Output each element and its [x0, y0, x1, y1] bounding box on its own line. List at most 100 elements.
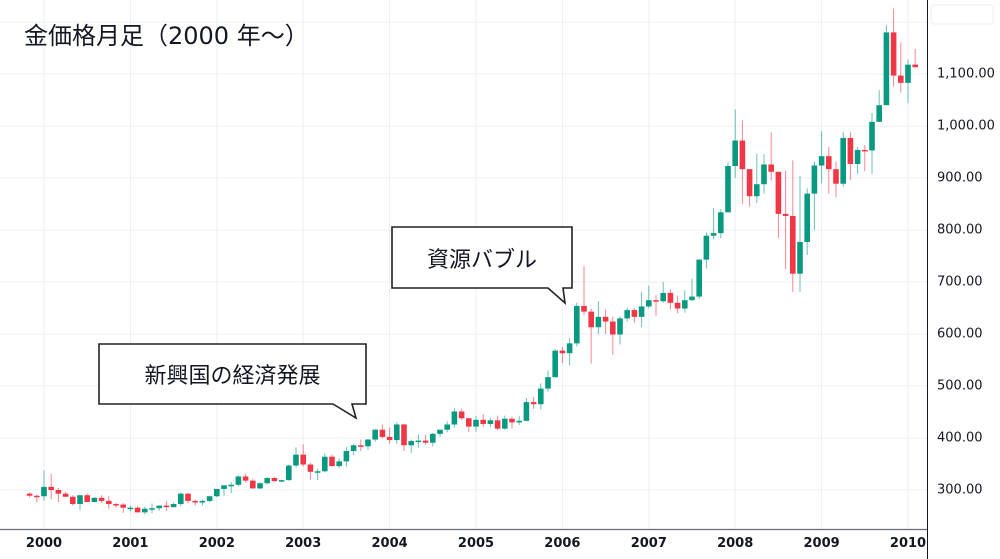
candle	[221, 485, 227, 489]
y-tick-label: 1,100.00	[937, 66, 995, 82]
candle	[739, 140, 746, 170]
candle	[566, 343, 573, 354]
candle	[466, 418, 472, 427]
candle	[710, 233, 717, 236]
candle	[782, 213, 789, 216]
x-tick-label: 2009	[803, 536, 840, 551]
x-tick-label: 2002	[198, 536, 235, 551]
candle	[106, 500, 112, 505]
candle	[667, 292, 674, 303]
candle	[451, 411, 458, 425]
candle	[62, 493, 69, 497]
candle	[91, 497, 98, 502]
candle	[358, 445, 364, 447]
candle	[437, 429, 443, 434]
candle	[898, 75, 904, 83]
candle	[847, 137, 854, 164]
candle	[905, 64, 911, 83]
candle	[430, 433, 436, 443]
x-tick-label: 2005	[457, 536, 495, 551]
candle	[516, 420, 522, 423]
candle	[818, 156, 825, 166]
callout-bubble	[98, 343, 367, 420]
candle	[703, 235, 710, 260]
candle	[718, 212, 724, 234]
candle	[646, 300, 652, 307]
candle	[854, 149, 861, 164]
candle	[365, 439, 371, 447]
candle	[502, 418, 508, 429]
candle	[26, 493, 33, 496]
y-tick-label: 400.00	[937, 430, 983, 446]
candle	[142, 508, 148, 513]
candle	[401, 424, 407, 446]
candle	[48, 486, 54, 490]
candle	[55, 490, 62, 494]
candle	[228, 484, 234, 487]
candle	[379, 429, 386, 437]
candle	[660, 292, 666, 302]
candle	[286, 465, 292, 481]
x-tick-label: 2010	[889, 536, 927, 551]
y-tick-label: 600.00	[937, 326, 983, 342]
candle	[120, 504, 126, 508]
candle	[322, 456, 328, 472]
candle	[674, 302, 681, 309]
candle	[293, 454, 299, 466]
candle	[415, 440, 422, 443]
x-tick-label: 2000	[25, 536, 63, 551]
candle	[682, 300, 688, 309]
candle	[394, 424, 400, 441]
callout-bubble	[391, 226, 573, 306]
candle	[876, 105, 882, 122]
candle	[386, 436, 393, 441]
candle	[631, 310, 638, 317]
candle	[77, 495, 83, 505]
x-tick-label: 2003	[285, 536, 322, 551]
candle	[761, 164, 767, 185]
candle	[156, 505, 162, 509]
candle	[271, 478, 278, 482]
candle	[300, 454, 306, 465]
candle	[458, 411, 465, 419]
candle	[242, 476, 249, 481]
candle	[170, 504, 177, 508]
candle	[725, 166, 731, 213]
candle	[509, 418, 515, 423]
candle	[336, 461, 342, 467]
candle	[559, 350, 566, 354]
candle	[199, 500, 206, 503]
candle	[746, 169, 753, 197]
chart-title: 金価格月足（2000 年〜）	[24, 22, 309, 50]
x-tick-label: 2006	[544, 536, 581, 551]
candle	[775, 171, 782, 214]
candle	[617, 318, 623, 335]
candle	[581, 305, 587, 312]
candle	[689, 296, 695, 301]
candle	[862, 149, 868, 152]
candle	[329, 456, 335, 467]
candle	[264, 478, 270, 484]
candle	[350, 445, 357, 451]
y-tick-label: 800.00	[937, 222, 983, 238]
candle	[98, 497, 105, 501]
candle	[545, 377, 551, 389]
candle	[422, 440, 429, 443]
candle	[602, 316, 609, 322]
candle	[638, 306, 645, 317]
callout-label: 資源バブル	[426, 247, 538, 273]
x-tick-label: 2007	[630, 536, 667, 551]
candle	[487, 420, 494, 424]
y-tick-label: 500.00	[937, 378, 983, 394]
candle	[408, 441, 414, 446]
x-tick-label: 2008	[717, 536, 754, 551]
candle	[257, 483, 263, 489]
candle	[314, 471, 321, 473]
candle	[178, 493, 184, 505]
candle	[494, 420, 501, 429]
candle	[278, 480, 285, 482]
candle	[804, 193, 810, 242]
candle	[883, 32, 890, 106]
candle	[185, 493, 191, 501]
